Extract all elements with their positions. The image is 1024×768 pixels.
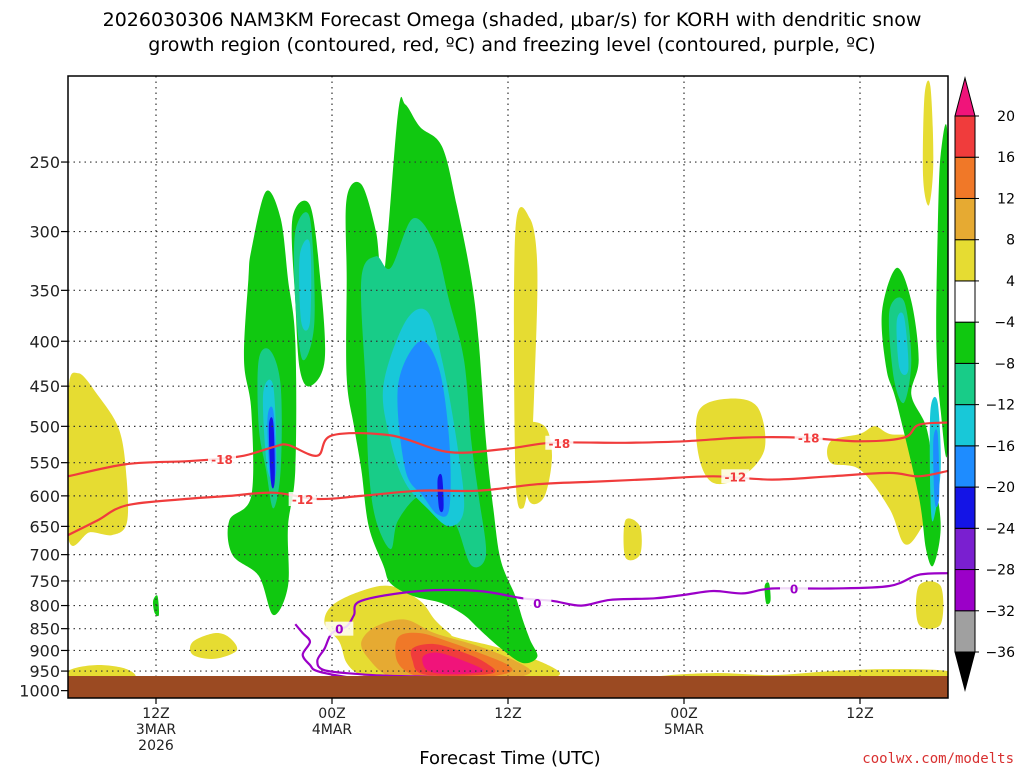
y-tick-label-800: 800 <box>29 597 60 616</box>
contour-label-0-1: 0 <box>533 597 541 611</box>
y-tick-label-650: 650 <box>29 517 60 536</box>
colorbar-label-20: 20 <box>997 109 1015 125</box>
colorbar-label-8: 8 <box>1006 233 1015 249</box>
grid-lines <box>68 76 948 698</box>
omega-shading <box>68 80 948 689</box>
colorbar-band-4 <box>954 486 976 529</box>
omega-region-gt4-14 <box>922 80 934 206</box>
contour-label-bg <box>523 596 552 611</box>
colorbar-label--28: −28 <box>985 563 1015 579</box>
colorbar-label--24: −24 <box>985 521 1015 537</box>
colorbar-label--16: −16 <box>985 439 1015 455</box>
x-tick-label-18-0: 00Z <box>318 706 345 722</box>
ground-surface <box>68 676 948 698</box>
omega-region-gt4-10 <box>623 518 642 561</box>
x-tick-label-54-0: 12Z <box>846 706 873 722</box>
contour-label-0-2: 0 <box>790 582 798 596</box>
omega-region-lt-20-36 <box>437 473 444 513</box>
x-tick-label-18-1: 4MAR <box>312 722 353 738</box>
colorbar-label--20: −20 <box>985 480 1015 496</box>
colorbar-label-16: 16 <box>997 150 1015 166</box>
colorbar-band-5 <box>954 445 976 488</box>
colorbar-band-10 <box>954 239 976 282</box>
x-tick-label-42-0: 00Z <box>670 706 697 722</box>
colorbar-band-9 <box>954 280 976 323</box>
contour-label-bg <box>721 469 750 484</box>
omega-region-lt-12-28 <box>299 239 312 331</box>
colorbar-triangle-high <box>954 76 976 117</box>
y-axis-ticks: 250 300 350 400 450 500 550 600 650 700 750 800 850 9… <box>19 153 68 701</box>
omega-region-lt-12-30 <box>896 312 909 376</box>
x-tick-label-30-0: 12Z <box>494 706 521 722</box>
colorbar-band-6 <box>954 404 976 447</box>
contour-label-bg <box>208 452 236 467</box>
contour-label--18-1: -18 <box>548 437 570 451</box>
omega-region-lt-4-19 <box>936 124 948 458</box>
x-tick-label-42-1: 5MAR <box>664 722 705 738</box>
colorbar-band-8 <box>954 321 976 364</box>
colorbar-label-4: 4 <box>1006 274 1015 290</box>
colorbar-band-7 <box>954 362 976 406</box>
contour-lines: -18 -18 -18 -12 -12 0 0 0 <box>68 421 948 687</box>
y-tick-label-600: 600 <box>29 487 60 506</box>
omega-region-gt4-1 <box>189 632 238 659</box>
y-tick-label-1000: 1000 <box>19 682 60 701</box>
y-tick-label-300: 300 <box>29 223 60 242</box>
y-tick-label-350: 350 <box>29 281 60 300</box>
omega-region-gt20-7 <box>422 652 484 675</box>
y-tick-label-950: 950 <box>29 662 60 681</box>
x-axis-label: Forecast Time (UTC) <box>419 748 600 768</box>
y-tick-label-850: 850 <box>29 620 60 639</box>
contour-line--12 <box>68 469 948 537</box>
contour-label--18-0: -18 <box>211 453 233 467</box>
contour-label-bg <box>545 435 574 450</box>
contour-label--18-2: -18 <box>798 432 820 446</box>
colorbar-band-2 <box>954 569 976 612</box>
contour-label--12-0: -12 <box>292 493 314 507</box>
colorbar-label--32: −32 <box>985 604 1015 620</box>
y-tick-label-450: 450 <box>29 377 60 396</box>
contour-label--12-1: -12 <box>724 470 746 484</box>
contour-label-bg <box>288 492 317 507</box>
colorbar: −36 −32 −28 −24 −20 −16 −12 −8 −4 4 8 12 16 20 <box>954 76 1015 692</box>
contour-label-bg <box>794 430 823 445</box>
y-tick-label-900: 900 <box>29 641 60 660</box>
y-tick-label-400: 400 <box>29 332 60 351</box>
omega-region-lt-16-34 <box>933 429 940 508</box>
colorbar-band-12 <box>954 156 976 199</box>
x-tick-label-6-2: 2026 <box>138 738 174 754</box>
colorbar-band-1 <box>954 610 976 653</box>
omega-region-lt-16-32 <box>397 340 451 517</box>
chart-title-line1: 2026030306 NAM3KM Forecast Omega (shaded… <box>103 9 922 31</box>
omega-region-gt4-0 <box>68 372 129 546</box>
ground-fill <box>68 676 948 698</box>
omega-region-gt4-12 <box>827 426 934 545</box>
y-tick-label-500: 500 <box>29 417 60 436</box>
y-tick-label-750: 750 <box>29 572 60 591</box>
colorbar-band-11 <box>954 197 976 241</box>
colorbar-band-3 <box>954 527 976 571</box>
colorbar-label--8: −8 <box>994 356 1015 372</box>
colorbar-label-12: 12 <box>997 191 1015 207</box>
omega-region-gt4-11 <box>695 398 766 485</box>
contour-label-0-0: 0 <box>335 623 343 637</box>
colorbar-triangle-low <box>954 651 976 692</box>
x-tick-label-6-1: 3MAR <box>136 722 177 738</box>
y-tick-label-250: 250 <box>29 153 60 172</box>
x-tick-label-6-0: 12Z <box>142 706 169 722</box>
y-tick-label-700: 700 <box>29 546 60 565</box>
y-tick-label-550: 550 <box>29 454 60 473</box>
colorbar-label--4: −4 <box>994 315 1015 331</box>
colorbar-label--12: −12 <box>985 398 1015 414</box>
colorbar-band-13 <box>954 115 976 158</box>
chart-title-line2: growth region (contoured, red, ºC) and f… <box>148 34 875 56</box>
contour-label-bg <box>780 581 808 596</box>
contour-label-bg <box>325 621 354 636</box>
colorbar-label--36: −36 <box>985 645 1015 661</box>
omega-region-lt-20-35 <box>268 417 275 489</box>
source-credit: coolwx.com/modelts <box>862 751 1014 767</box>
omega-region-gt4-15 <box>915 581 944 629</box>
